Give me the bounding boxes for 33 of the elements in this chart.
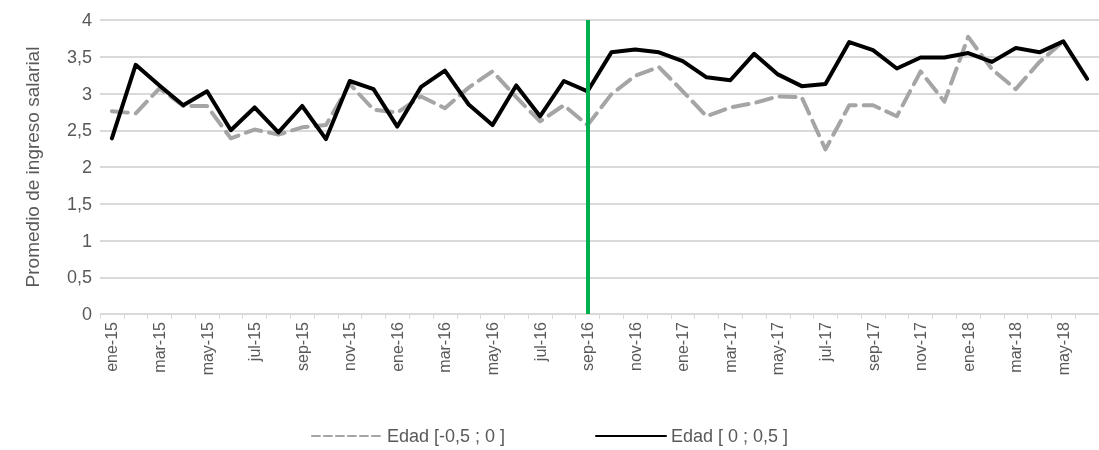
x-tick-label: nov-16 <box>626 321 644 371</box>
x-tick-label: mar-17 <box>721 321 739 373</box>
legend-label: Edad [ 0 ; 0,5 ] <box>671 426 789 446</box>
x-tick-label: may-17 <box>769 321 787 376</box>
y-tick-label: 4 <box>81 10 92 30</box>
x-tick-label: jul-17 <box>816 321 834 363</box>
x-tick-label: sep-17 <box>864 321 882 371</box>
x-tick-label: jul-15 <box>246 321 264 363</box>
x-tick-label: mar-18 <box>1007 321 1025 373</box>
y-tick-label: 2,5 <box>66 120 92 141</box>
x-tick-label: may-18 <box>1054 321 1072 376</box>
y-tick-label: 1,5 <box>66 193 92 214</box>
x-tick-label: ene-15 <box>103 321 121 372</box>
x-tick-label: ene-18 <box>959 321 977 372</box>
y-tick-label: 0,5 <box>66 267 92 288</box>
x-tick-label: nov-17 <box>912 321 930 371</box>
y-tick-label: 1 <box>81 230 92 251</box>
y-axis-title: Promedio de ingreso salarial <box>22 46 43 288</box>
x-tick-label: sep-16 <box>579 321 597 371</box>
x-tick-label: jul-16 <box>531 321 549 363</box>
y-tick-label: 0 <box>81 304 92 324</box>
x-tick-label: ene-17 <box>674 321 692 372</box>
x-tick-label: ene-16 <box>388 321 406 372</box>
legend-label: Edad [-0,5 ; 0 ] <box>386 426 505 446</box>
x-tick-label: nov-15 <box>341 321 359 371</box>
x-tick-label: may-16 <box>483 321 501 376</box>
y-tick-label: 3 <box>81 83 92 104</box>
y-tick-label: 2 <box>81 157 92 177</box>
y-tick-label: 3,5 <box>66 46 92 67</box>
x-tick-label: may-15 <box>198 321 216 376</box>
x-tick-label: sep-15 <box>293 321 311 371</box>
x-tick-label: mar-16 <box>436 321 454 373</box>
x-tick-label: mar-15 <box>150 321 168 373</box>
